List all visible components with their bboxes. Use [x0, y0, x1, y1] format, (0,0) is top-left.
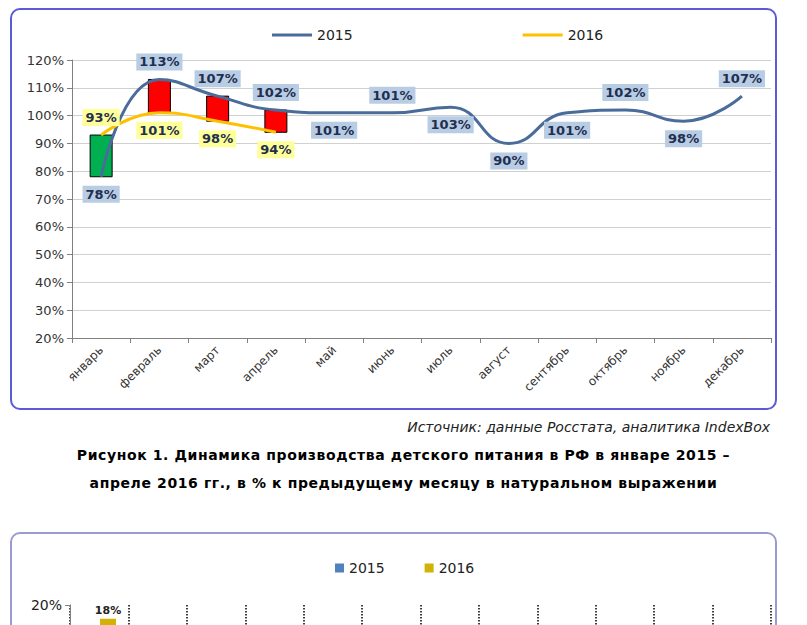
svg-text:2016: 2016: [439, 560, 475, 576]
svg-text:93%: 93%: [86, 110, 117, 125]
svg-text:120%: 120%: [27, 53, 64, 68]
svg-text:102%: 102%: [256, 85, 296, 100]
svg-text:сентябрь: сентябрь: [521, 343, 572, 394]
svg-text:ноябрь: ноябрь: [647, 343, 688, 384]
svg-text:90%: 90%: [35, 136, 64, 151]
svg-text:107%: 107%: [722, 71, 762, 86]
svg-text:101%: 101%: [547, 123, 587, 138]
svg-text:80%: 80%: [35, 164, 64, 179]
svg-text:январь: январь: [65, 343, 106, 384]
svg-text:декабрь: декабрь: [700, 343, 747, 390]
svg-text:2015: 2015: [349, 560, 385, 576]
svg-text:101%: 101%: [139, 123, 179, 138]
svg-text:май: май: [312, 343, 339, 370]
svg-text:октябрь: октябрь: [584, 343, 630, 389]
svg-text:18%: 18%: [95, 604, 121, 617]
svg-text:107%: 107%: [198, 71, 238, 86]
svg-text:94%: 94%: [260, 142, 291, 157]
svg-text:2015: 2015: [317, 27, 353, 43]
html-text:Источник: данные Росстата, ана: Источник: данные Росстата, аналитика Ind…: [407, 419, 770, 435]
svg-text:70%: 70%: [35, 192, 64, 207]
svg-text:август: август: [475, 343, 514, 382]
svg-text:101%: 101%: [372, 88, 412, 103]
svg-text:113%: 113%: [139, 54, 179, 69]
svg-text:30%: 30%: [35, 303, 64, 318]
svg-text:98%: 98%: [668, 131, 699, 146]
svg-text:июль: июль: [423, 343, 456, 376]
svg-text:101%: 101%: [314, 123, 354, 138]
html-text:Рисунок 1. Динамика производст: Рисунок 1. Динамика производства детског…: [76, 447, 731, 491]
svg-text:40%: 40%: [35, 275, 64, 290]
svg-text:2016: 2016: [568, 27, 604, 43]
svg-text:50%: 50%: [35, 247, 64, 262]
svg-text:20%: 20%: [31, 597, 62, 613]
svg-text:февраль: февраль: [116, 343, 164, 391]
svg-text:20%: 20%: [35, 331, 64, 346]
svg-text:102%: 102%: [605, 85, 645, 100]
svg-text:103%: 103%: [431, 117, 471, 132]
svg-text:апрель: апрель: [239, 343, 281, 385]
svg-text:июнь: июнь: [364, 343, 397, 376]
svg-text:60%: 60%: [35, 219, 64, 234]
svg-text:90%: 90%: [493, 153, 524, 168]
svg-text:100%: 100%: [27, 108, 64, 123]
svg-text:98%: 98%: [202, 131, 233, 146]
svg-text:110%: 110%: [27, 80, 64, 95]
svg-text:78%: 78%: [86, 187, 117, 202]
svg-text:март: март: [191, 343, 223, 375]
